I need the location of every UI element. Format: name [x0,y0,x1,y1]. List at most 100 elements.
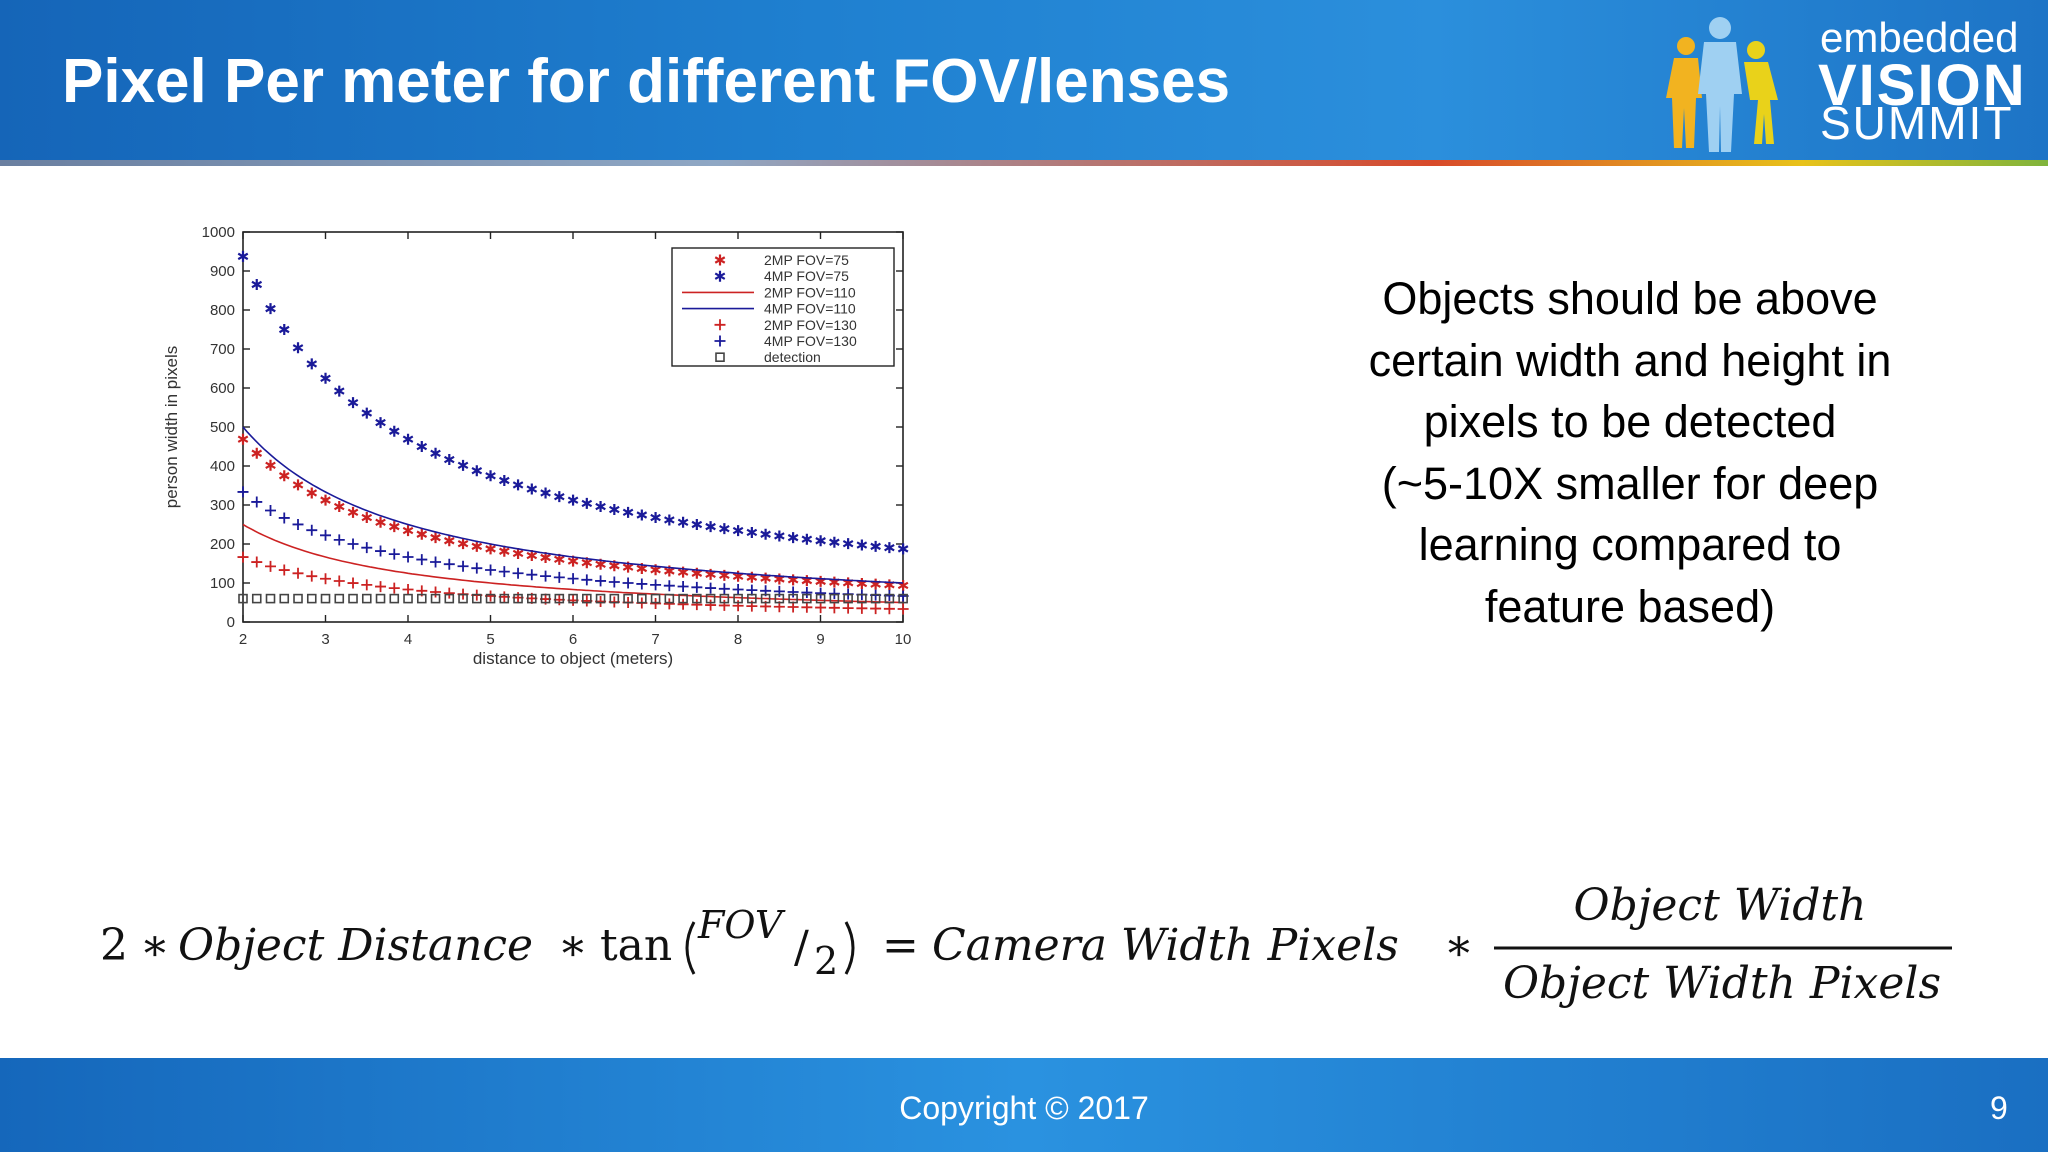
data-point [801,587,813,599]
data-point [705,593,716,604]
data-point [637,593,647,604]
logo-figures-icon [1666,17,1778,152]
y-tick-label: 200 [210,536,235,553]
data-point [801,601,813,613]
data-point [333,501,345,513]
data-point [471,465,483,477]
data-point [568,593,578,604]
legend-label: 4MP FOV=75 [764,268,849,284]
data-point [278,512,290,524]
data-point [251,556,263,568]
data-point [388,521,400,533]
data-point [265,560,277,572]
data-point [237,486,249,498]
x-tick-label: 4 [404,631,412,648]
y-tick-label: 400 [210,458,235,475]
body-line: feature based) [1484,580,1776,632]
y-tick-label: 800 [210,302,235,319]
data-point [664,514,675,526]
data-point [403,593,413,604]
data-point [416,593,427,604]
data-point [732,583,744,595]
data-point [512,479,524,491]
data-point [815,593,826,604]
data-point [760,593,771,604]
data-point [705,599,717,611]
data-point [485,543,496,555]
x-tick-label: 6 [569,631,577,648]
data-point [430,586,442,598]
legend-marker [714,270,726,282]
data-point [829,536,840,548]
data-point [554,593,565,604]
data-point [306,570,318,582]
data-point [663,580,675,592]
data-point [347,538,359,550]
data-point [388,582,400,594]
data-point [650,593,661,604]
data-point [416,554,428,566]
data-point [334,593,345,604]
data-point [485,470,496,482]
data-point [664,593,675,604]
x-axis-label: distance to object (meters) [473,649,673,668]
data-point [457,560,469,572]
formula-lhs-var: Object Distance [178,920,533,971]
data-point [375,593,386,604]
data-point [375,417,386,429]
data-point [815,602,827,614]
body-line: certain width and height in [1368,334,1892,386]
data-point [787,532,799,544]
data-point [526,569,538,581]
formula-numerator: Object Width [1574,880,1867,931]
data-point [540,570,552,582]
data-point [237,551,249,563]
data-point [361,542,373,554]
data-point [498,566,510,578]
data-point [883,603,895,615]
data-point [278,324,290,336]
data-point [430,447,441,459]
data-point [718,583,730,595]
data-point [443,587,455,599]
data-point [691,599,703,611]
formula-equals: = [882,920,919,971]
data-point [292,567,304,579]
data-point [788,593,798,604]
data-point [512,547,524,559]
data-point [402,551,414,563]
y-tick-label: 0 [227,614,235,631]
data-point [320,372,331,384]
formula-denominator: Object Width Pixels [1503,958,1941,1009]
y-tick-label: 900 [210,263,235,280]
legend-label: 2MP FOV=130 [764,317,857,333]
data-point [623,593,633,604]
data-point [499,593,510,604]
data-point [458,593,468,604]
data-point [251,279,263,291]
data-point [609,593,620,604]
data-point [609,504,620,516]
x-tick-label: 8 [734,631,742,648]
x-tick-label: 7 [651,631,659,648]
data-point [430,556,442,568]
data-point [265,459,276,471]
x-tick-label: 5 [486,631,494,648]
data-point [333,385,345,397]
data-point [636,578,648,590]
data-point [842,602,854,614]
y-tick-label: 100 [210,575,235,592]
data-point [801,533,813,545]
data-point [705,521,716,533]
footer-bar [0,1058,2048,1152]
data-point [416,528,428,540]
data-point [719,523,730,535]
data-point [870,593,881,604]
data-point [361,407,373,419]
data-point [774,593,785,604]
data-point [815,535,826,547]
data-point [608,576,620,588]
data-point [443,558,455,570]
legend-label: 2MP FOV=110 [764,284,856,300]
body-line: Objects should be above [1382,273,1878,324]
